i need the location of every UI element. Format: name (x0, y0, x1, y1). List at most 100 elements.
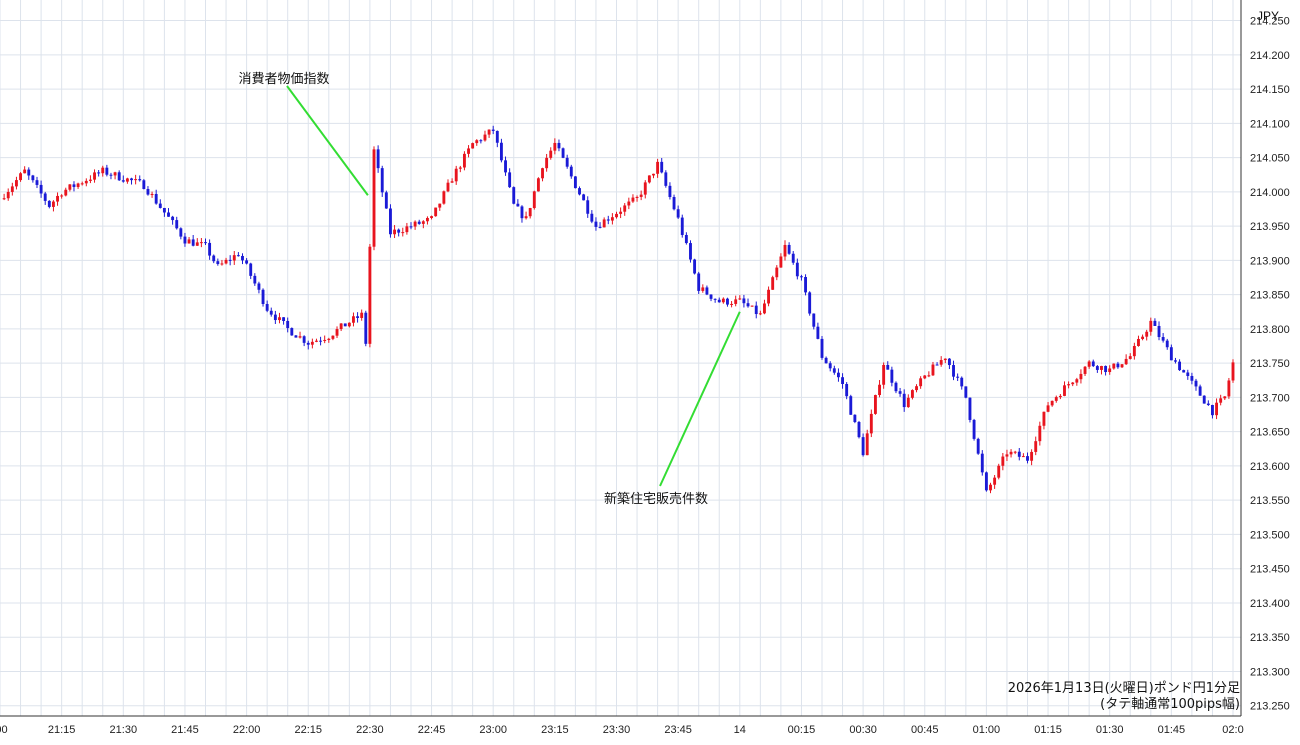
candle-body (1034, 441, 1038, 452)
y-tick-label: 213.400 (1250, 598, 1290, 610)
candle-body (68, 184, 72, 190)
candle-body (631, 197, 635, 202)
candle-body (171, 216, 175, 221)
candle-body (393, 229, 396, 235)
candle-body (339, 323, 343, 330)
candle-body (647, 175, 651, 183)
candle-body (1116, 363, 1120, 368)
candle-body (713, 298, 717, 300)
y-tick-label: 213.350 (1250, 632, 1290, 644)
candle-body (639, 194, 643, 197)
candle-body (1174, 360, 1177, 362)
candle-body (1215, 402, 1218, 416)
candle-body (315, 340, 318, 342)
currency-label: JPY (1257, 9, 1279, 23)
candle-body (450, 181, 454, 183)
candle-body (923, 375, 927, 379)
x-tick-label: 21:45 (171, 724, 199, 736)
y-tick-label: 213.650 (1250, 427, 1290, 439)
candle-body (249, 263, 253, 276)
candle-body (105, 167, 109, 175)
candle-body (175, 220, 179, 229)
candle-body (504, 160, 507, 173)
candle-body (1021, 456, 1025, 458)
y-tick-label: 213.800 (1250, 324, 1290, 336)
y-tick-label: 213.600 (1250, 461, 1290, 473)
candle-body (64, 189, 68, 196)
y-tick-label: 214.100 (1250, 118, 1290, 130)
candle-body (935, 364, 939, 366)
candle-body (1161, 337, 1165, 341)
candle-body (1128, 356, 1132, 359)
candle-body (154, 193, 158, 204)
candle-body (693, 259, 697, 274)
candle-body (565, 157, 569, 167)
candle-body (557, 142, 561, 149)
candle-body (475, 140, 479, 144)
candle-body (886, 364, 890, 370)
candle-body (968, 397, 972, 420)
candle-body (134, 179, 138, 181)
candle-body (195, 242, 199, 246)
candle-body (1104, 365, 1108, 373)
candle-body (282, 317, 286, 321)
candle-body (791, 253, 795, 263)
candle-body (660, 161, 664, 173)
candle-body (80, 183, 84, 185)
candle-body (664, 172, 668, 186)
candle-body (532, 191, 536, 209)
candle-body (931, 364, 935, 376)
candle-body (220, 263, 224, 265)
candle-body (454, 168, 458, 182)
candle-body (327, 338, 331, 340)
x-tick-label: 01:00 (973, 724, 1001, 736)
candle-body (701, 287, 705, 291)
y-tick-label: 214.000 (1250, 187, 1290, 199)
y-tick-label: 213.550 (1250, 495, 1290, 507)
candle-body (652, 173, 655, 176)
candle-body (409, 226, 413, 228)
candle-body (812, 313, 816, 327)
candle-body (1157, 325, 1161, 338)
candle-body (352, 316, 355, 323)
candle-body (1042, 411, 1046, 426)
candle-body (873, 395, 877, 414)
candle-body (906, 397, 910, 408)
candle-body (380, 168, 384, 193)
candle-body (499, 142, 503, 161)
candle-body (952, 365, 955, 377)
y-tick-label: 213.750 (1250, 358, 1290, 370)
candle-body (1137, 338, 1140, 347)
candle-body (142, 180, 146, 190)
candle-body (109, 174, 113, 176)
x-tick-label: 00:15 (788, 724, 816, 736)
chart-caption-line1: 2026年1月13日(火曜日)ポンド円1分足 (1008, 681, 1240, 696)
candle-body (430, 216, 433, 218)
candle-body (1190, 375, 1194, 381)
candle-body (1194, 380, 1198, 387)
candle-body (368, 246, 372, 344)
candle-body (808, 292, 812, 314)
candle-body (763, 303, 766, 314)
candle-body (832, 368, 836, 373)
candle-body (401, 232, 405, 234)
candle-body (676, 209, 680, 218)
candle-body (1182, 370, 1186, 373)
candle-body (516, 203, 520, 207)
candle-body (1063, 385, 1066, 396)
annotation-line-home-sales (659, 311, 741, 487)
candle-body (212, 255, 216, 262)
candle-body (947, 358, 951, 366)
candle-body (890, 369, 894, 383)
candle-body (878, 384, 881, 396)
candle-body (278, 317, 281, 321)
candle-body (241, 255, 244, 261)
candle-body (750, 305, 754, 307)
candle-body (405, 226, 409, 233)
candle-body (1001, 456, 1005, 466)
candle-body (376, 149, 380, 169)
candle-body (364, 312, 368, 344)
candle-body (902, 393, 906, 408)
candle-body (269, 310, 273, 315)
candle-body (964, 386, 968, 398)
